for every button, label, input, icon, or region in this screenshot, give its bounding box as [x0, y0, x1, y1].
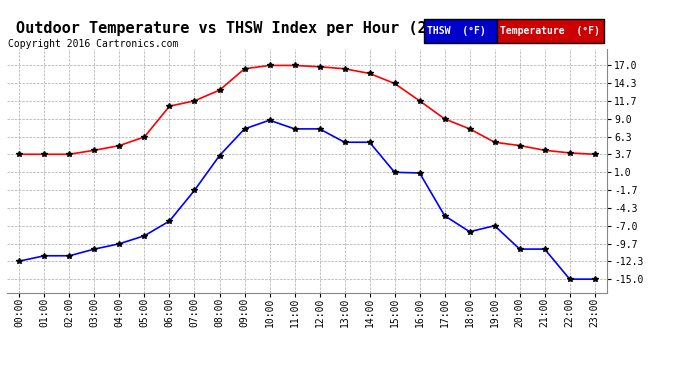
Text: Copyright 2016 Cartronics.com: Copyright 2016 Cartronics.com: [8, 39, 179, 50]
Text: Outdoor Temperature vs THSW Index per Hour (24 Hours)  20161214: Outdoor Temperature vs THSW Index per Ho…: [16, 21, 591, 36]
Text: Temperature  (°F): Temperature (°F): [500, 26, 600, 36]
Text: THSW  (°F): THSW (°F): [427, 26, 486, 36]
